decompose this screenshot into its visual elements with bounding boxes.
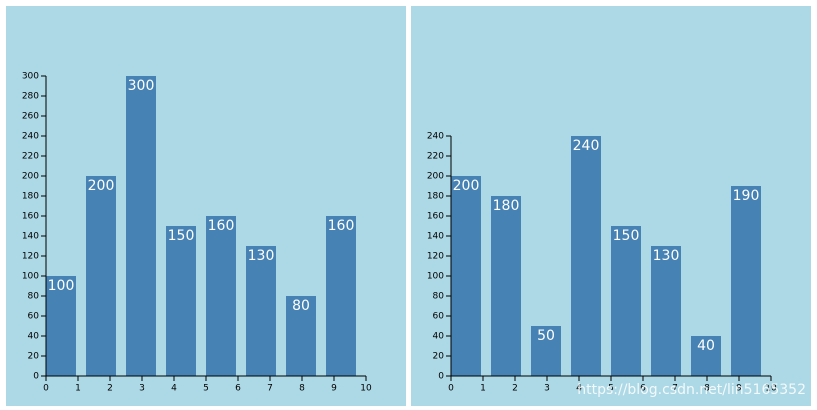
y-tick-label: 240 [427, 132, 444, 142]
bar [611, 226, 641, 376]
y-tick-label: 300 [22, 72, 39, 82]
y-tick-label: 20 [28, 352, 40, 362]
data-label: 40 [697, 338, 715, 354]
x-tick-label: 1 [480, 384, 486, 394]
y-tick-label: 80 [433, 292, 445, 302]
chart: 1002003001501601308016002040608010012014… [6, 6, 406, 406]
y-tick-label: 220 [427, 152, 444, 162]
y-tick-label: 80 [28, 292, 40, 302]
y-tick-label: 120 [22, 252, 39, 262]
y-tick-label: 0 [33, 372, 39, 382]
data-label: 150 [613, 228, 640, 244]
x-tick-label: 7 [672, 384, 678, 394]
y-tick-label: 180 [22, 192, 39, 202]
bar [286, 296, 316, 376]
bar [246, 246, 276, 376]
data-label: 200 [453, 178, 480, 194]
data-label: 160 [328, 218, 355, 234]
bar [571, 136, 601, 376]
x-tick-label: 0 [43, 384, 49, 394]
data-label: 100 [48, 278, 75, 294]
bar [651, 246, 681, 376]
y-tick-label: 0 [438, 372, 444, 382]
bar [86, 176, 116, 376]
x-tick-label: 6 [235, 384, 241, 394]
data-label: 130 [653, 248, 680, 264]
y-tick-label: 60 [28, 312, 40, 322]
y-tick-label: 40 [28, 332, 40, 342]
y-tick-label: 100 [22, 272, 39, 282]
y-tick-label: 240 [22, 132, 39, 142]
x-tick-label: 8 [299, 384, 305, 394]
y-tick-label: 160 [427, 212, 444, 222]
x-tick-label: 4 [576, 384, 582, 394]
x-tick-label: 0 [448, 384, 454, 394]
bar [46, 276, 76, 376]
y-tick-label: 140 [22, 232, 39, 242]
y-tick-label: 200 [427, 172, 444, 182]
y-tick-label: 260 [22, 112, 39, 122]
y-tick-label: 120 [427, 252, 444, 262]
y-tick-label: 140 [427, 232, 444, 242]
x-tick-label: 9 [736, 384, 742, 394]
y-tick-label: 60 [433, 312, 445, 322]
x-tick-label: 3 [544, 384, 550, 394]
data-label: 200 [88, 178, 115, 194]
data-label: 80 [292, 298, 310, 314]
data-label: 300 [128, 78, 155, 94]
y-tick-label: 20 [433, 352, 445, 362]
x-tick-label: 4 [171, 384, 177, 394]
data-label: 130 [248, 248, 275, 264]
data-label: 50 [537, 328, 555, 344]
bar [451, 176, 481, 376]
bar [731, 186, 761, 376]
data-label: 240 [573, 138, 600, 154]
y-tick-label: 180 [427, 192, 444, 202]
x-tick-label: 10 [765, 384, 777, 394]
data-label: 150 [168, 228, 195, 244]
bar [531, 326, 561, 376]
x-tick-label: 1 [75, 384, 81, 394]
x-tick-label: 2 [512, 384, 518, 394]
y-tick-label: 280 [22, 92, 39, 102]
bar [126, 76, 156, 376]
x-tick-label: 5 [203, 384, 209, 394]
bar [206, 216, 236, 376]
x-tick-label: 3 [139, 384, 145, 394]
x-tick-label: 10 [360, 384, 372, 394]
y-tick-label: 200 [22, 172, 39, 182]
y-tick-label: 100 [427, 272, 444, 282]
x-tick-label: 7 [267, 384, 273, 394]
x-tick-label: 2 [107, 384, 113, 394]
y-tick-label: 40 [433, 332, 445, 342]
x-tick-label: 5 [608, 384, 614, 394]
y-tick-label: 220 [22, 152, 39, 162]
chart: 2001805024015013040190020406080100120140… [411, 6, 811, 406]
bar [166, 226, 196, 376]
data-label: 190 [733, 188, 760, 204]
bar [491, 196, 521, 376]
watermark: https://blog.csdn.net/lin5165352 [577, 382, 806, 398]
x-tick-label: 8 [704, 384, 710, 394]
x-tick-label: 9 [331, 384, 337, 394]
y-tick-label: 160 [22, 212, 39, 222]
bar [326, 216, 356, 376]
x-tick-label: 6 [640, 384, 646, 394]
data-label: 160 [208, 218, 235, 234]
bar [691, 336, 721, 376]
data-label: 180 [493, 198, 520, 214]
